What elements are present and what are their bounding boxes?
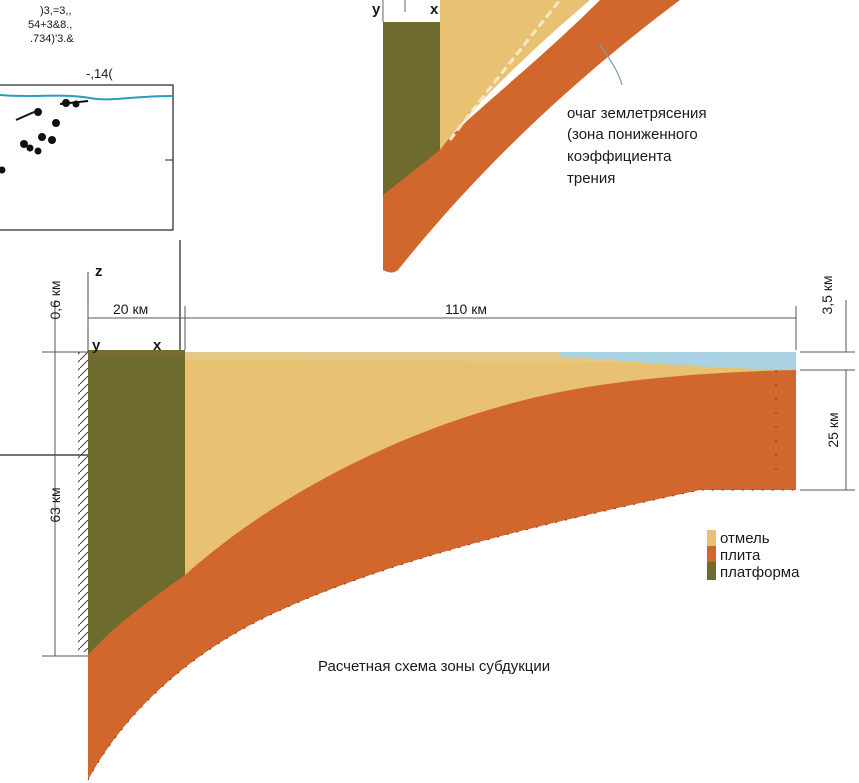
dim-top-right: 3,5 км [819,275,835,314]
legend-label-plate: плита [720,547,761,564]
platform-top-strip [88,350,185,356]
legend: отмель плита платформа [707,530,800,581]
event-dot [20,140,28,148]
axis-z-label: z [95,263,103,280]
event-dot [34,108,42,116]
dim-top-left: 0,6 км [47,280,63,319]
water-wedge [560,352,796,370]
event-dot [38,133,46,141]
legend-label-platform: платформа [720,564,800,581]
main-cross-section: z y x 20 км 110 км 63 км 0,6 км 3,5 км 2… [42,263,855,781]
coastline [0,94,174,101]
earthquake-events [0,99,80,174]
legend-label-shelf: отмель [720,530,770,547]
top-3d-inset: y x очаг землетрясения (зона пониженного… [372,0,711,273]
inset-map-frame [0,84,174,231]
event-dot [0,166,6,174]
dim-shelf-length: 110 км [445,301,487,317]
inset-corner-label: -,14( [86,66,113,81]
diagram-caption: Расчетная схема зоны субдукции [318,658,550,675]
dim-left-depth: 63 км [47,487,63,522]
inset-platform [383,22,440,195]
inset-axis-y: y [372,1,381,18]
earthquake-annotation: очаг землетрясения (зона пониженного коэ… [567,105,711,187]
event-line [15,111,35,121]
dim-right-depth: 25 км [825,412,841,447]
inset-shelf [440,0,590,150]
axis-x-label: x [153,337,162,354]
bottom-boundary-markers [87,489,796,781]
inset-fault-line [448,0,562,141]
event-dot [34,147,42,155]
event-dot [52,119,60,127]
event-dot [48,136,56,144]
axis-y-label: y [92,337,101,354]
legend-swatch-shelf [707,530,716,546]
inset-axis-x: x [430,1,439,18]
dim-platform-width: 20 км [113,301,148,317]
inset-pointer [599,44,623,86]
shelf-body [185,360,796,575]
legend-swatch-platform [707,562,716,580]
inset-header: )3,=3,, 54+3&8., .734)'3.& [28,5,75,45]
event-dot [26,144,34,152]
left-boundary-hatch [78,352,88,652]
event-line [59,100,89,105]
legend-swatch-plate [707,546,716,562]
platform-body [88,352,185,655]
